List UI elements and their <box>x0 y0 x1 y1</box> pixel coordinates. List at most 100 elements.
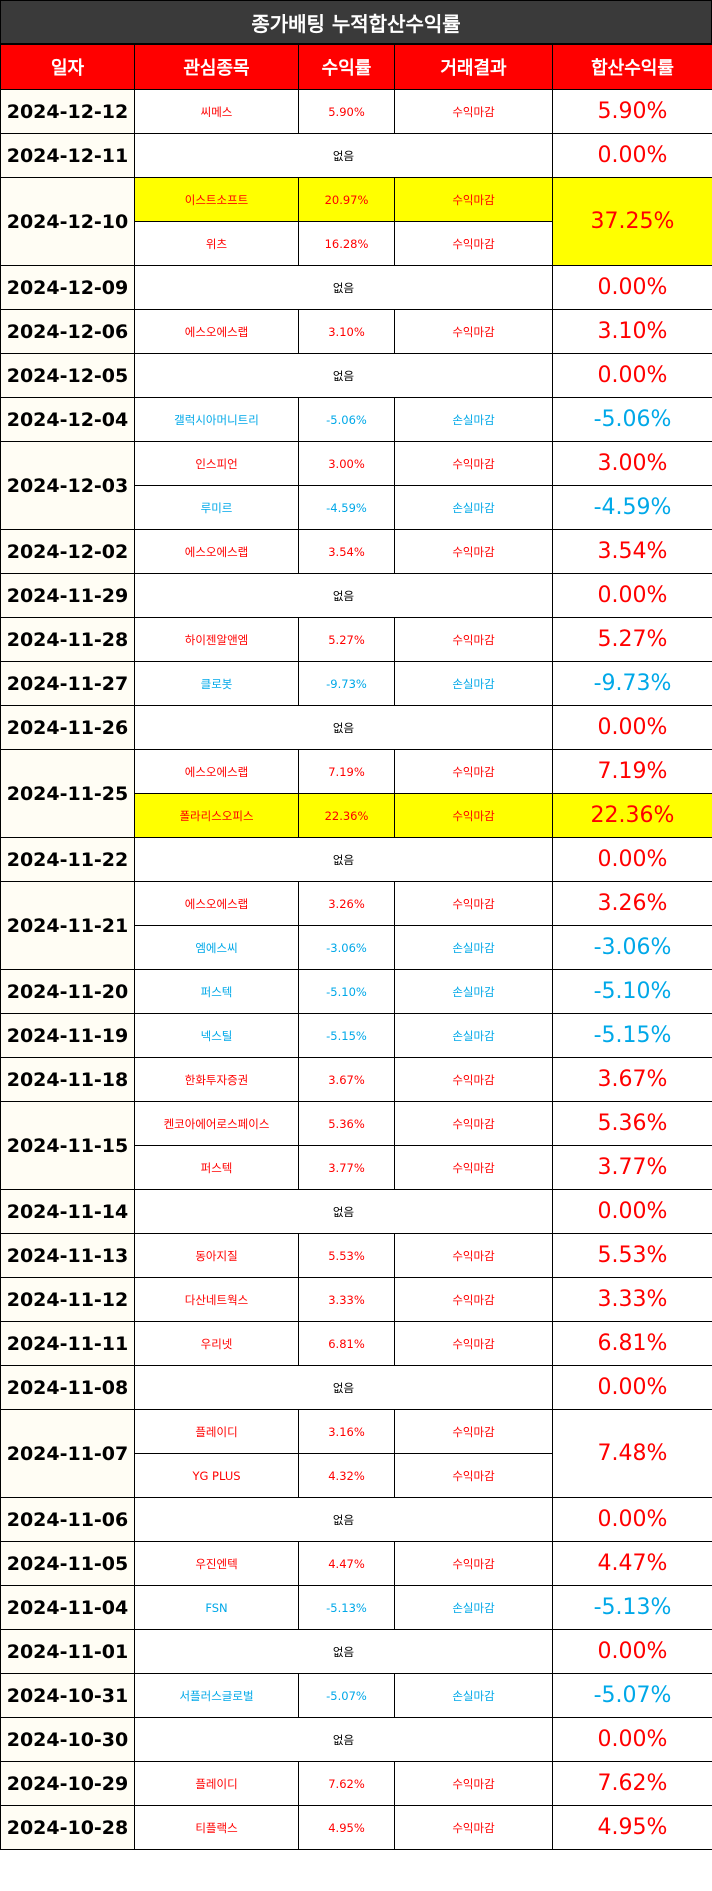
table-row: 2024-11-28 하이젠알앤엠 5.27% 수익마감 5.27% <box>0 617 712 662</box>
header-result: 거래결과 <box>394 44 553 90</box>
return-rate-cell: -5.15% <box>298 1013 395 1058</box>
stock-name-cell: 하이젠알앤엠 <box>134 617 299 662</box>
trade-result-cell: 손실마감 <box>394 925 553 970</box>
trade-result-cell: 수익마감 <box>394 749 553 794</box>
table-row: 2024-11-25 에스오에스랩 7.19% 수익마감 7.19% <box>0 749 712 838</box>
table-row: 2024-10-28 티플랙스 4.95% 수익마감 4.95% <box>0 1805 712 1850</box>
trade-result-cell: 수익마감 <box>394 309 553 354</box>
trade-result-cell: 수익마감 <box>394 221 553 266</box>
date-cell: 2024-12-12 <box>0 89 135 134</box>
trade-result-cell: 수익마감 <box>394 1453 553 1498</box>
return-rate-cell: 22.36% <box>298 793 395 838</box>
header-rate: 수익률 <box>298 44 395 90</box>
total-return-cell: 5.36% <box>552 1101 712 1146</box>
total-return-cell: 0.00% <box>552 837 712 882</box>
table-row: 2024-11-20 퍼스텍 -5.10% 손실마감 -5.10% <box>0 969 712 1014</box>
table-row: 2024-11-27 클로봇 -9.73% 손실마감 -9.73% <box>0 661 712 706</box>
table-row: 2024-12-10 이스트소프트 20.97% 수익마감 37.25% <box>0 177 712 266</box>
trade-result-cell: 수익마감 <box>394 89 553 134</box>
total-return-cell: 0.00% <box>552 133 712 178</box>
no-trade-cell: 없음 <box>134 705 553 750</box>
trade-result-cell: 손실마감 <box>394 485 553 530</box>
return-rate-cell: 7.19% <box>298 749 395 794</box>
stock-name-cell: 퍼스텍 <box>134 969 299 1014</box>
table-row: 퍼스텍 3.77% 수익마감 3.77% <box>1 1145 712 1190</box>
date-cell: 2024-11-05 <box>0 1541 135 1586</box>
return-rate-cell: 5.27% <box>298 617 395 662</box>
total-return-cell: 0.00% <box>552 1497 712 1542</box>
total-return-cell: 3.10% <box>552 309 712 354</box>
stock-name-cell: 플레이디 <box>134 1409 299 1454</box>
header-row: 일자 관심종목 수익률 거래결과 합산수익률 <box>0 44 712 90</box>
total-return-cell: 4.95% <box>552 1805 712 1850</box>
trade-result-cell: 수익마감 <box>394 1805 553 1850</box>
trade-result-cell: 수익마감 <box>394 1101 553 1146</box>
stock-name-cell: 위츠 <box>134 221 299 266</box>
date-cell: 2024-10-30 <box>0 1717 135 1762</box>
total-return-cell: 37.25% <box>552 177 712 266</box>
date-cell: 2024-12-11 <box>0 133 135 178</box>
date-cell: 2024-11-13 <box>0 1233 135 1278</box>
total-return-cell: -4.59% <box>552 485 712 530</box>
date-cell: 2024-11-25 <box>0 749 135 838</box>
table-row: 2024-11-21 에스오에스랩 3.26% 수익마감 3.26% <box>0 881 712 970</box>
trade-result-cell: 수익마감 <box>394 793 553 838</box>
table-row: 2024-10-30 없음 0.00% <box>0 1717 712 1762</box>
stock-name-cell: YG PLUS <box>134 1453 299 1498</box>
return-rate-cell: 6.81% <box>298 1321 395 1366</box>
table-row: 2024-11-18 한화투자증권 3.67% 수익마감 3.67% <box>0 1057 712 1102</box>
total-return-cell: -5.15% <box>552 1013 712 1058</box>
return-rate-cell: -5.13% <box>298 1585 395 1630</box>
total-return-cell: 0.00% <box>552 1629 712 1674</box>
stock-name-cell: 에스오에스랩 <box>134 749 299 794</box>
trade-result-cell: 수익마감 <box>394 1541 553 1586</box>
date-cell: 2024-10-29 <box>0 1761 135 1806</box>
date-cell: 2024-11-21 <box>0 881 135 970</box>
no-trade-cell: 없음 <box>134 265 553 310</box>
total-return-cell: 0.00% <box>552 353 712 398</box>
trade-result-cell: 수익마감 <box>394 617 553 662</box>
stock-name-cell: 폴라리스오피스 <box>134 793 299 838</box>
table-row: 2024-11-14 없음 0.00% <box>0 1189 712 1234</box>
trade-result-cell: 손실마감 <box>394 397 553 442</box>
return-rate-cell: 3.67% <box>298 1057 395 1102</box>
table-row: 2024-11-04 FSN -5.13% 손실마감 -5.13% <box>0 1585 712 1630</box>
header-date: 일자 <box>0 44 135 90</box>
trade-result-cell: 수익마감 <box>394 881 553 926</box>
stock-name-cell: 다산네트웍스 <box>134 1277 299 1322</box>
trade-result-cell: 손실마감 <box>394 661 553 706</box>
total-return-cell: 7.62% <box>552 1761 712 1806</box>
table-row: 폴라리스오피스 22.36% 수익마감 22.36% <box>1 793 712 838</box>
date-cell: 2024-12-02 <box>0 529 135 574</box>
stock-name-cell: 인스피언 <box>134 441 299 486</box>
date-cell: 2024-11-15 <box>0 1101 135 1190</box>
date-cell: 2024-11-29 <box>0 573 135 618</box>
trade-result-cell: 손실마감 <box>394 1013 553 1058</box>
table-row: 2024-11-12 다산네트웍스 3.33% 수익마감 3.33% <box>0 1277 712 1322</box>
total-return-cell: 5.53% <box>552 1233 712 1278</box>
total-return-cell: 0.00% <box>552 1189 712 1234</box>
trade-result-cell: 수익마감 <box>394 441 553 486</box>
stock-name-cell: 서플러스글로벌 <box>134 1673 299 1718</box>
return-rate-cell: 7.62% <box>298 1761 395 1806</box>
date-cell: 2024-11-11 <box>0 1321 135 1366</box>
total-return-cell: 3.33% <box>552 1277 712 1322</box>
total-return-cell: -9.73% <box>552 661 712 706</box>
table-title: 종가배팅 누적합산수익률 <box>0 0 712 44</box>
no-trade-cell: 없음 <box>134 1189 553 1234</box>
date-cell: 2024-12-06 <box>0 309 135 354</box>
return-rate-cell: -3.06% <box>298 925 395 970</box>
table-row: 엠에스씨 -3.06% 손실마감 -3.06% <box>1 925 712 970</box>
trade-result-cell: 수익마감 <box>394 529 553 574</box>
date-cell: 2024-12-10 <box>0 177 135 266</box>
date-cell: 2024-12-04 <box>0 397 135 442</box>
return-rate-cell: 3.16% <box>298 1409 395 1454</box>
return-rate-cell: 3.00% <box>298 441 395 486</box>
table-row: 2024-12-12 씨메스 5.90% 수익마감 5.90% <box>0 89 712 134</box>
header-total: 합산수익률 <box>552 44 712 90</box>
table-row: 루미르 -4.59% 손실마감 -4.59% <box>1 485 712 530</box>
return-rate-cell: 3.77% <box>298 1145 395 1190</box>
trade-result-cell: 수익마감 <box>394 1409 553 1454</box>
return-rate-cell: 3.10% <box>298 309 395 354</box>
date-cell: 2024-12-03 <box>0 441 135 530</box>
